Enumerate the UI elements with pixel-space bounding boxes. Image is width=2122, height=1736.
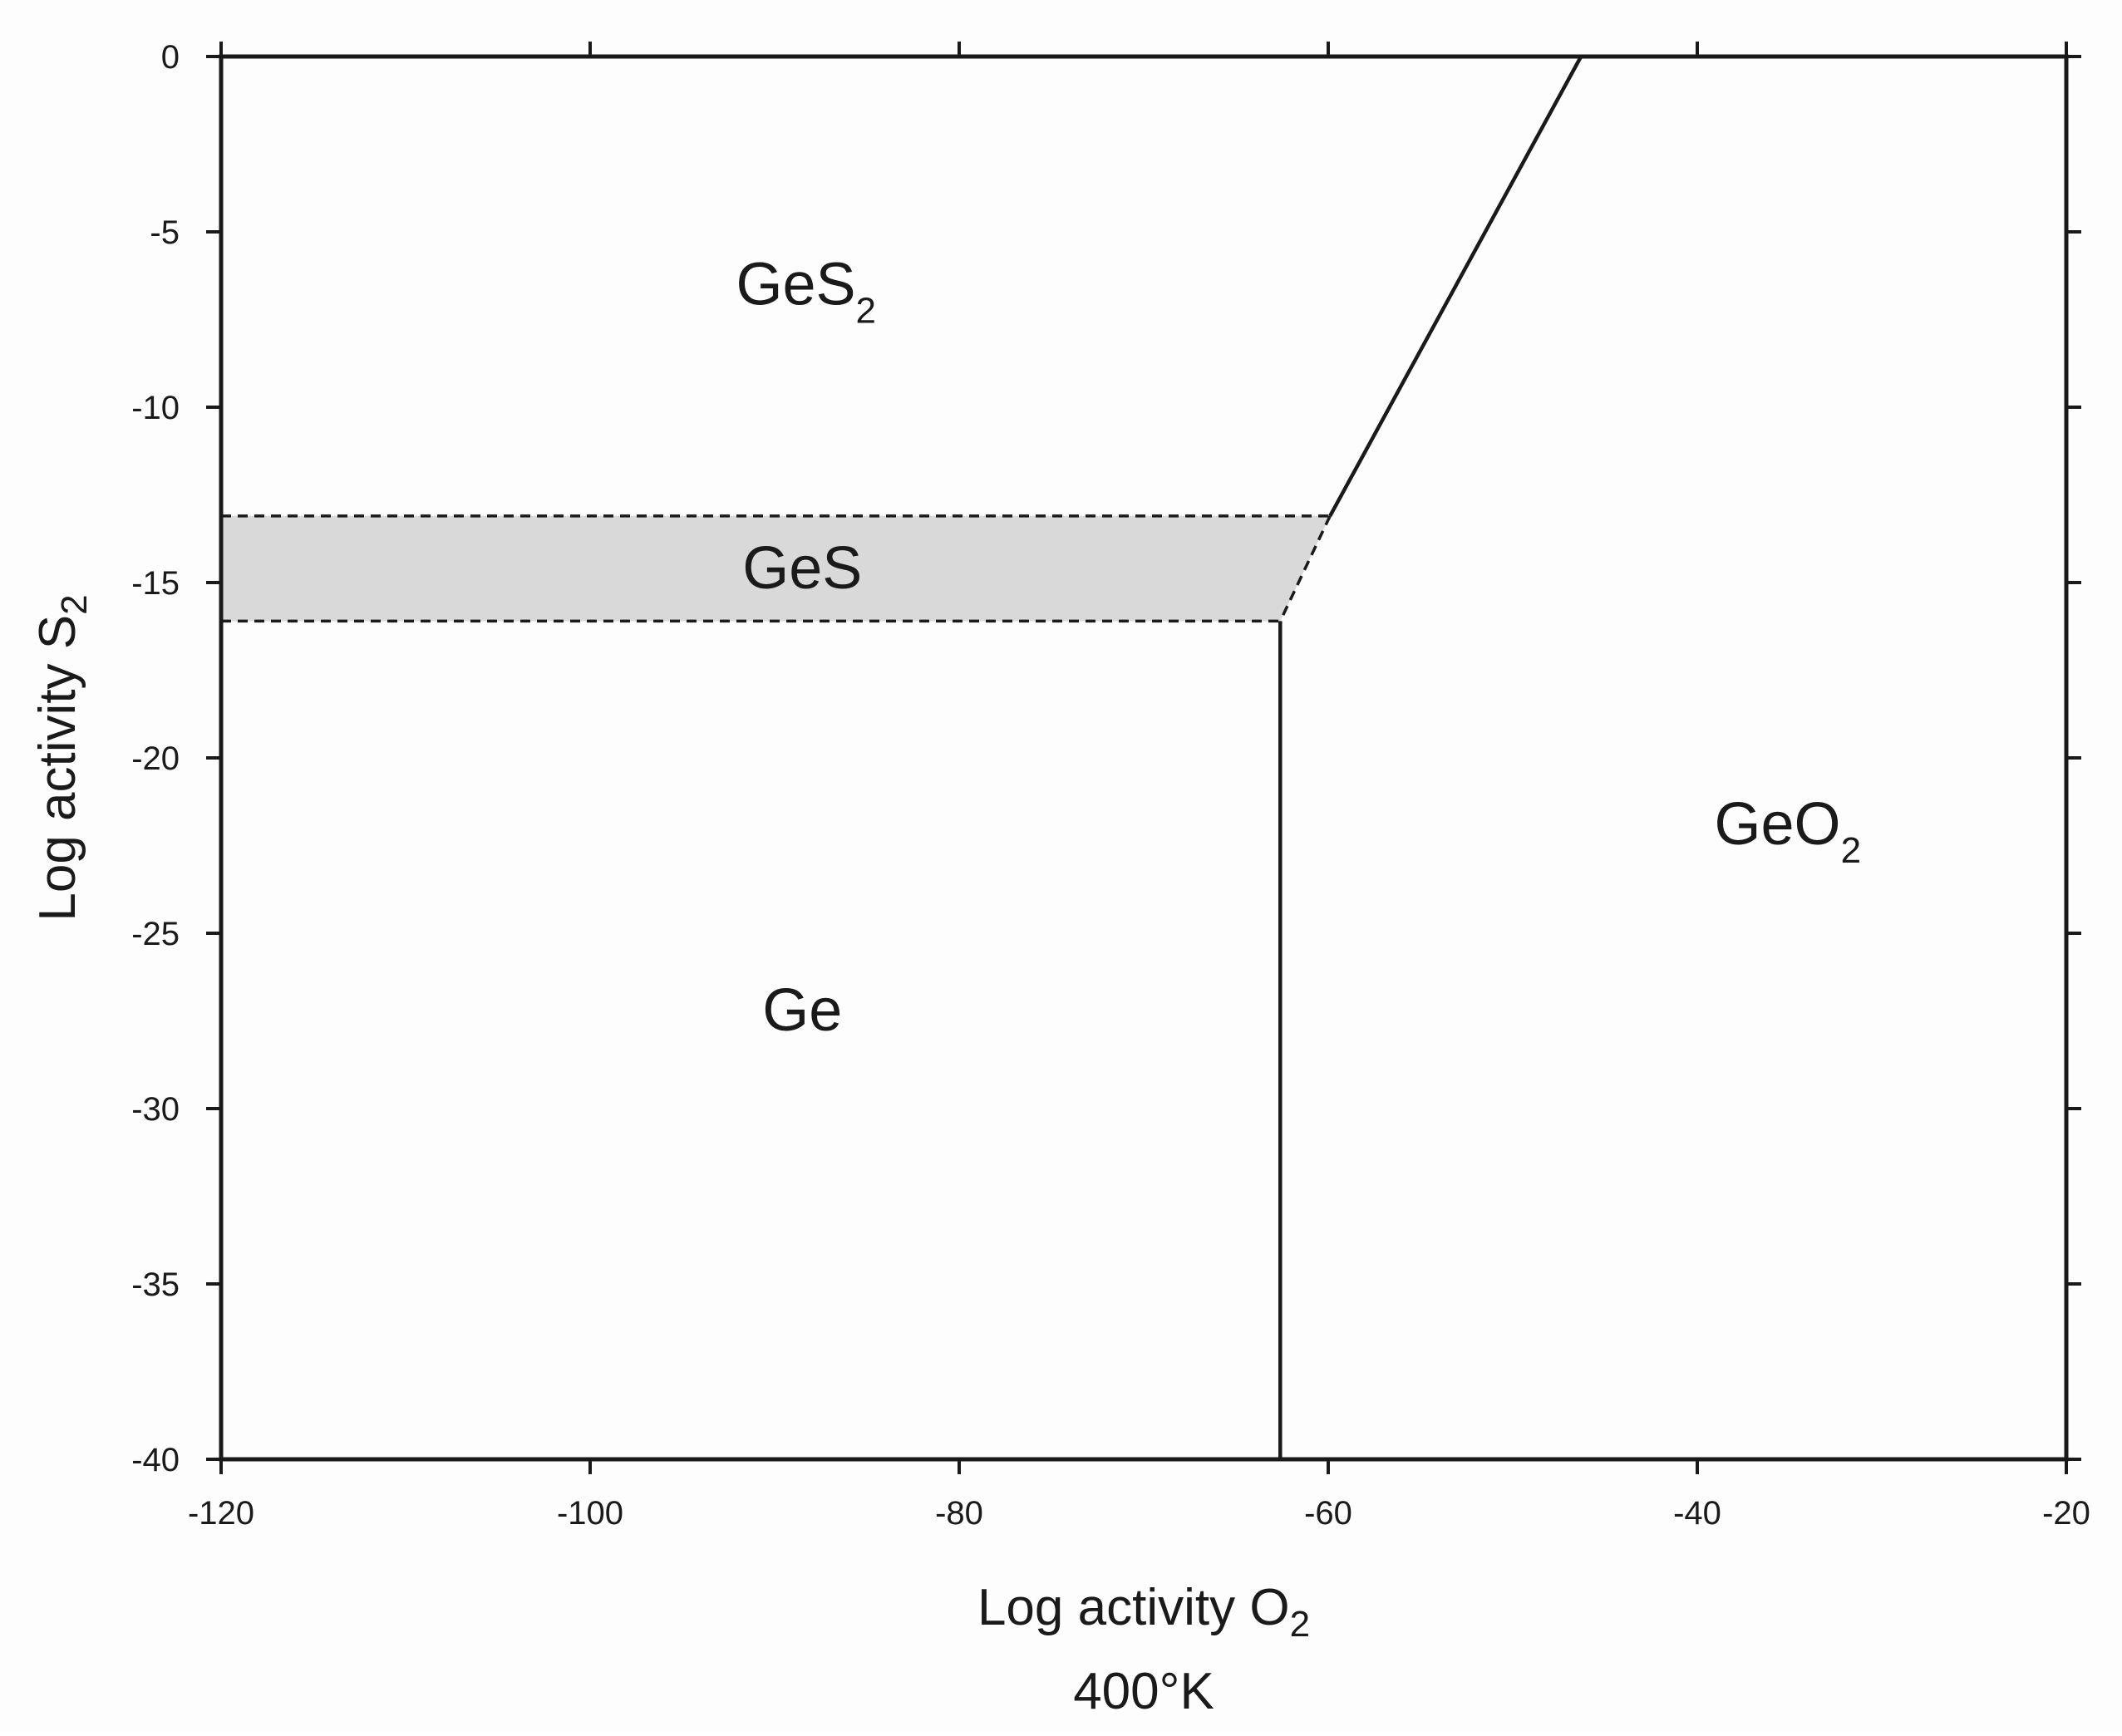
x-tick-label: -120: [188, 1495, 254, 1532]
axis-ticks-layer: -120 -100 -80 -60 -40 -20 0 -5 -10 -15 -20 -25 -30 -3…: [131, 39, 2090, 1532]
x-tick-label: -80: [935, 1495, 983, 1532]
y-tick-label: 0: [161, 39, 180, 76]
plot-border: [219, 54, 2069, 1462]
region-label-text: Ge: [762, 977, 842, 1044]
region-label-text: GeO: [1715, 791, 1841, 858]
boundary-lines-layer: [221, 55, 1583, 1459]
y-axis-title-subscript: 2: [54, 594, 95, 614]
y-tick-label: -5: [150, 214, 180, 251]
y-tick-label: -10: [131, 390, 180, 426]
region-label-text: GeS: [736, 251, 855, 317]
x-axis-title-subscript: 2: [1290, 1604, 1310, 1645]
y-tick-label: -40: [131, 1442, 180, 1478]
x-tick-label: -100: [557, 1495, 623, 1532]
boundary-ges2-geo2: [1328, 55, 1583, 517]
x-tick-label: -40: [1673, 1495, 1721, 1532]
plot-frame: [219, 54, 2069, 1462]
x-axis-title-text: Log activity O: [977, 1579, 1290, 1636]
region-shading-layer: [221, 515, 1331, 622]
y-tick-label: -20: [131, 740, 180, 777]
region-label-geo2: GeO2: [1715, 791, 1862, 871]
boundary-ges-geo2: [1278, 515, 1332, 622]
y-axis-title-text: Log activity S: [29, 615, 86, 922]
region-label-ges2: GeS2: [736, 251, 876, 331]
region-label-text: GeS: [742, 535, 862, 602]
region-label-ge: Ge: [762, 977, 842, 1044]
x-axis-title: Log activity O2: [977, 1579, 1310, 1645]
region-label-subscript: 2: [856, 290, 876, 331]
region-label-ges: GeS: [742, 535, 862, 602]
y-tick-label: -35: [131, 1266, 180, 1303]
temperature-label: 400°K: [1073, 1663, 1214, 1720]
region-label-subscript: 2: [1841, 830, 1861, 871]
y-tick-label: -15: [131, 565, 180, 602]
x-tick-label: -20: [2042, 1495, 2090, 1532]
ges-region-shading: [221, 515, 1331, 622]
y-axis-title: Log activity S2: [29, 594, 95, 921]
y-tick-label: -25: [131, 916, 180, 952]
x-tick-label: -60: [1304, 1495, 1352, 1532]
y-tick-label: -30: [131, 1091, 180, 1128]
